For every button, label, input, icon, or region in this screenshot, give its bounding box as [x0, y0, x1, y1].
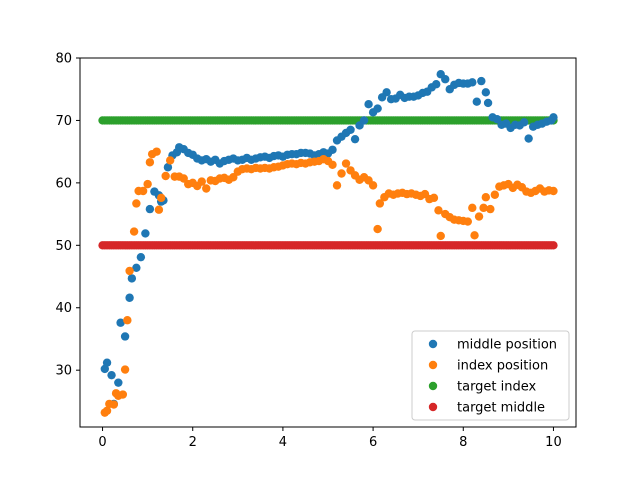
- data-point: [127, 274, 137, 283]
- data-marks: [98, 70, 558, 417]
- y-tick-label: 40: [55, 301, 72, 316]
- data-point: [328, 145, 337, 154]
- legend-marker: [428, 402, 438, 412]
- legend-label: target middle: [457, 401, 545, 416]
- data-point: [492, 114, 502, 124]
- x-tick-label: 2: [189, 435, 197, 450]
- data-point: [125, 293, 134, 302]
- data-point: [120, 365, 130, 374]
- data-point: [332, 181, 342, 190]
- data-point: [549, 186, 558, 196]
- axes: 0 2 4 6 8 10 30 40 50 60 70 80: [55, 52, 561, 451]
- data-point: [524, 134, 533, 143]
- data-point: [161, 171, 170, 181]
- data-point: [132, 263, 141, 272]
- y-tick-label: 70: [55, 114, 72, 129]
- data-point: [468, 203, 477, 213]
- data-point: [382, 88, 391, 97]
- data-point: [129, 227, 139, 236]
- y-tick-label: 30: [55, 364, 72, 379]
- data-point: [470, 231, 479, 240]
- data-point: [116, 318, 125, 327]
- data-point: [373, 104, 382, 113]
- x-tick-label: 8: [459, 435, 467, 450]
- data-point: [483, 98, 493, 108]
- data-point: [490, 190, 500, 199]
- data-point: [163, 163, 173, 172]
- data-point: [434, 206, 443, 215]
- legend-marker: [428, 381, 438, 391]
- data-point: [350, 134, 360, 144]
- data-point: [132, 199, 141, 208]
- y-tick-label: 50: [55, 239, 72, 254]
- data-point: [143, 179, 152, 189]
- series-2: [98, 116, 558, 125]
- data-point: [179, 174, 188, 183]
- data-point: [107, 370, 116, 380]
- data-point: [486, 204, 495, 214]
- series-3: [98, 241, 558, 250]
- legend-label: index position: [457, 359, 548, 374]
- legend-box: [411, 330, 570, 421]
- data-point: [136, 252, 146, 262]
- data-point: [481, 88, 491, 97]
- data-point: [373, 224, 382, 234]
- data-point: [125, 266, 134, 276]
- data-point: [519, 118, 529, 127]
- data-point: [468, 78, 477, 87]
- series-1: [100, 147, 558, 417]
- data-point: [429, 193, 439, 203]
- data-point: [109, 400, 119, 409]
- data-point: [102, 406, 112, 415]
- data-point: [120, 332, 130, 341]
- data-point: [341, 159, 351, 168]
- y-tick-label: 80: [55, 52, 72, 67]
- data-point: [479, 203, 488, 213]
- data-point: [337, 169, 346, 178]
- x-tick-label: 0: [98, 435, 106, 450]
- data-point: [328, 160, 337, 169]
- data-point: [197, 177, 206, 186]
- data-point: [114, 378, 123, 387]
- data-point: [152, 147, 161, 156]
- legend-label: middle position: [457, 338, 557, 353]
- x-tick-label: 10: [545, 435, 562, 450]
- data-point: [141, 229, 150, 238]
- data-point: [472, 97, 481, 106]
- data-point: [441, 75, 450, 84]
- data-point: [549, 113, 558, 122]
- data-point: [156, 193, 166, 203]
- x-tick-label: 4: [279, 435, 287, 450]
- data-point: [229, 173, 238, 182]
- data-point: [359, 116, 369, 125]
- data-point: [368, 181, 378, 190]
- data-point: [346, 125, 355, 134]
- data-point: [145, 204, 155, 214]
- data-point: [138, 186, 148, 196]
- data-point: [477, 76, 486, 86]
- data-point: [432, 80, 441, 89]
- legend-marker: [428, 360, 438, 370]
- data-point: [123, 316, 132, 325]
- legend: middle position index position target inde…: [411, 330, 570, 421]
- data-point: [165, 156, 175, 165]
- x-tick-label: 6: [369, 435, 377, 450]
- data-point: [154, 205, 164, 214]
- data-point: [145, 158, 155, 167]
- data-point: [481, 193, 491, 202]
- y-tick-label: 60: [55, 176, 72, 191]
- data-point: [202, 184, 211, 193]
- data-point: [118, 390, 128, 399]
- data-point: [474, 212, 484, 221]
- data-point: [436, 231, 445, 241]
- data-point: [463, 217, 472, 226]
- plot-frame: [79, 57, 577, 428]
- legend-marker: [428, 339, 438, 349]
- data-point: [375, 199, 385, 208]
- data-point: [102, 358, 112, 367]
- legend-label: target index: [457, 380, 537, 395]
- data-point: [549, 241, 558, 250]
- data-point: [364, 100, 373, 109]
